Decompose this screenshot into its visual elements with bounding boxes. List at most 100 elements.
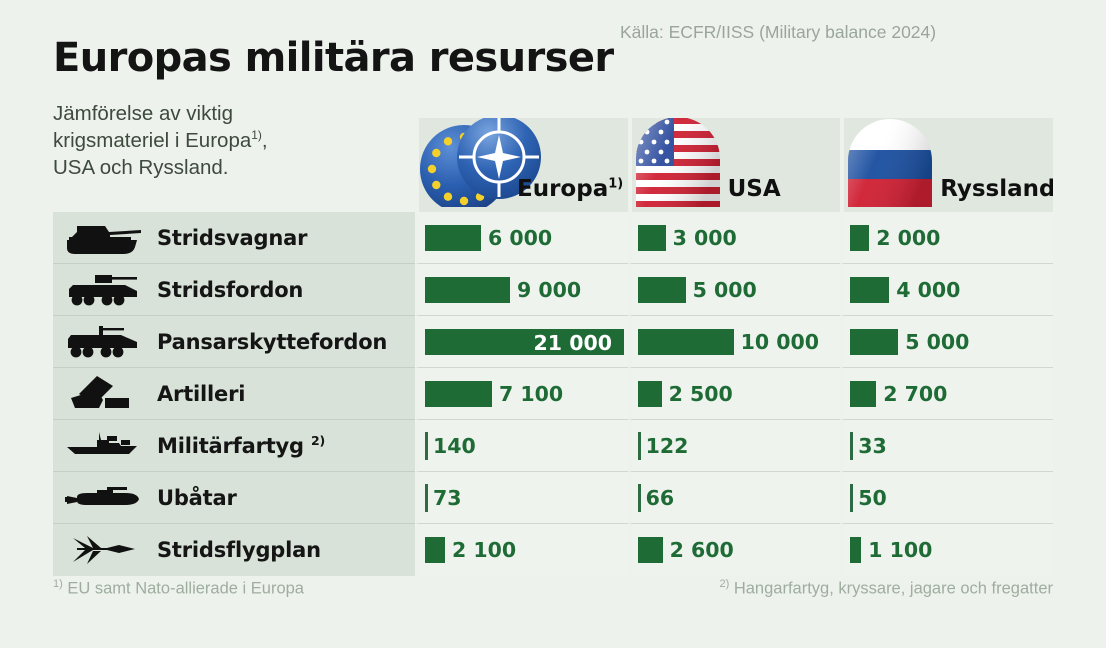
cell-usa: 5 000: [627, 264, 841, 316]
warship-icon: [53, 426, 157, 466]
cell-europa: 140: [415, 420, 628, 472]
value-europa: 2 100: [452, 538, 517, 562]
row-label-cell: Stridsflygplan: [53, 524, 415, 576]
bar-ryssland: [850, 431, 854, 460]
footnote-left-marker: 1): [53, 578, 63, 590]
table-row: Militärfartyg 2) 140 122 33: [53, 420, 1053, 472]
column-header-ryssland: Ryssland: [840, 118, 1053, 212]
row-label: Artilleri: [157, 381, 246, 406]
table-row: Ubåtar 73 66 50: [53, 472, 1053, 524]
value-ryssland: 1 100: [868, 538, 933, 562]
cell-usa: 66: [627, 472, 841, 524]
bar-europa: [425, 537, 445, 563]
bar-ryssland: [850, 276, 890, 303]
cell-usa: 122: [627, 420, 841, 472]
header-block: Europas militära resurser: [53, 35, 1053, 81]
table-row: Artilleri 7 100 2 500 2 700: [53, 368, 1053, 420]
cell-usa: 3 000: [627, 212, 841, 264]
table-row: Stridsflygplan 2 100 2 600 1 100: [53, 524, 1053, 576]
cell-europa: 21 000: [415, 316, 628, 368]
subtitle-line-2: krigsmateriel i Europa: [53, 129, 252, 153]
bar-ryssland: [850, 224, 870, 251]
footnotes: 1) EU samt Nato-allierade i Europa 2) Ha…: [53, 578, 1053, 599]
value-europa: 6 000: [488, 225, 553, 250]
cell-ryssland: 50: [840, 472, 1053, 524]
cell-usa: 2 500: [627, 368, 841, 420]
footnote-marker-2: 2): [311, 433, 326, 448]
subtitle-comma: ,: [261, 129, 268, 153]
row-label: Pansarskyttefordon: [157, 329, 388, 354]
comparison-table: Europa1): [53, 118, 1053, 576]
footnote-left-text: EU samt Nato-allierade i Europa: [67, 579, 304, 598]
cell-ryssland: 4 000: [840, 264, 1053, 316]
source-credit: Källa: ECFR/IISS (Military balance 2024): [620, 22, 937, 42]
value-europa: 9 000: [517, 277, 582, 302]
value-ryssland: 50: [858, 485, 887, 510]
value-ryssland: 5 000: [905, 329, 970, 354]
bar-ryssland: [850, 328, 899, 355]
footnote-marker-europa: 1): [608, 176, 624, 192]
bar-europa: [425, 431, 428, 460]
row-label-cell: Militärfartyg 2): [53, 420, 415, 472]
armoured-fighting-vehicle-icon: [53, 270, 157, 310]
row-label-cell: Stridsvagnar: [53, 212, 415, 264]
bar-europa: [425, 380, 492, 407]
bar-europa: [425, 276, 510, 303]
cell-usa: 2 600: [627, 524, 841, 576]
column-header-europa: Europa1): [415, 118, 628, 212]
bar-usa: [637, 431, 641, 460]
bar-usa: [637, 276, 686, 303]
subtitle: Jämförelse av viktig krigsmateriel i Eur…: [53, 100, 403, 181]
eu-nato-flag-icon: [419, 118, 545, 212]
table-row: Pansarskyttefordon 21 000 10 000 5 000: [53, 316, 1053, 368]
table-row: Stridsfordon 9 000 5 000 4 000: [53, 264, 1053, 316]
row-label-cell: Stridsfordon: [53, 264, 415, 316]
fighter-jet-icon: [53, 530, 157, 570]
value-ryssland: 33: [858, 433, 887, 458]
column-label-europa: Europa1): [517, 176, 624, 202]
value-usa: 122: [645, 433, 689, 458]
submarine-icon: [53, 478, 157, 518]
page-title: Europas militära resurser: [53, 35, 614, 81]
bar-usa: [637, 328, 734, 355]
cell-europa: 73: [415, 472, 628, 524]
value-usa: 2 500: [668, 381, 733, 406]
column-label-ryssland: Ryssland: [940, 176, 1053, 202]
row-label: Stridsvagnar: [157, 225, 308, 250]
subtitle-line-3: USA och Ryssland.: [53, 156, 229, 180]
cell-europa: 2 100: [415, 524, 628, 576]
value-europa: 73: [433, 485, 462, 510]
value-ryssland: 2 700: [883, 381, 948, 406]
value-europa: 140: [433, 433, 476, 458]
value-usa: 66: [645, 485, 675, 510]
bar-usa: [637, 380, 662, 407]
table-row: Stridsvagnar 6 000 3 000 2 000: [53, 212, 1053, 264]
cell-ryssland: 2 000: [840, 212, 1053, 264]
footnote-marker-1: 1): [251, 128, 262, 143]
value-usa: 3 000: [672, 225, 737, 250]
column-header-usa: USA: [627, 118, 841, 212]
value-usa: 5 000: [692, 277, 757, 302]
cell-usa: 10 000: [627, 316, 841, 368]
bar-usa: [637, 483, 641, 512]
bar-europa: [425, 483, 428, 512]
infantry-fighting-vehicle-icon: [53, 322, 157, 362]
row-label: Stridsfordon: [157, 277, 304, 302]
bar-europa: [425, 224, 481, 251]
row-label-cell: Pansarskyttefordon: [53, 316, 415, 368]
value-usa: 2 600: [669, 538, 734, 562]
cell-ryssland: 5 000: [840, 316, 1053, 368]
row-label-cell: Artilleri: [53, 368, 415, 420]
russia-flag-icon: [846, 119, 934, 212]
cell-europa: 7 100: [415, 368, 628, 420]
footnote-left: 1) EU samt Nato-allierade i Europa: [53, 578, 304, 599]
table-header-row: Europa1): [53, 118, 1053, 212]
bar-usa: [637, 537, 663, 563]
value-europa: 21 000: [533, 330, 612, 355]
row-label: Stridsflygplan: [157, 538, 321, 562]
value-ryssland: 4 000: [896, 277, 961, 302]
cell-ryssland: 1 100: [840, 524, 1053, 576]
subtitle-line-1: Jämförelse av viktig: [53, 102, 234, 125]
footnote-right: 2) Hangarfartyg, kryssare, jagare och fr…: [719, 578, 1053, 599]
